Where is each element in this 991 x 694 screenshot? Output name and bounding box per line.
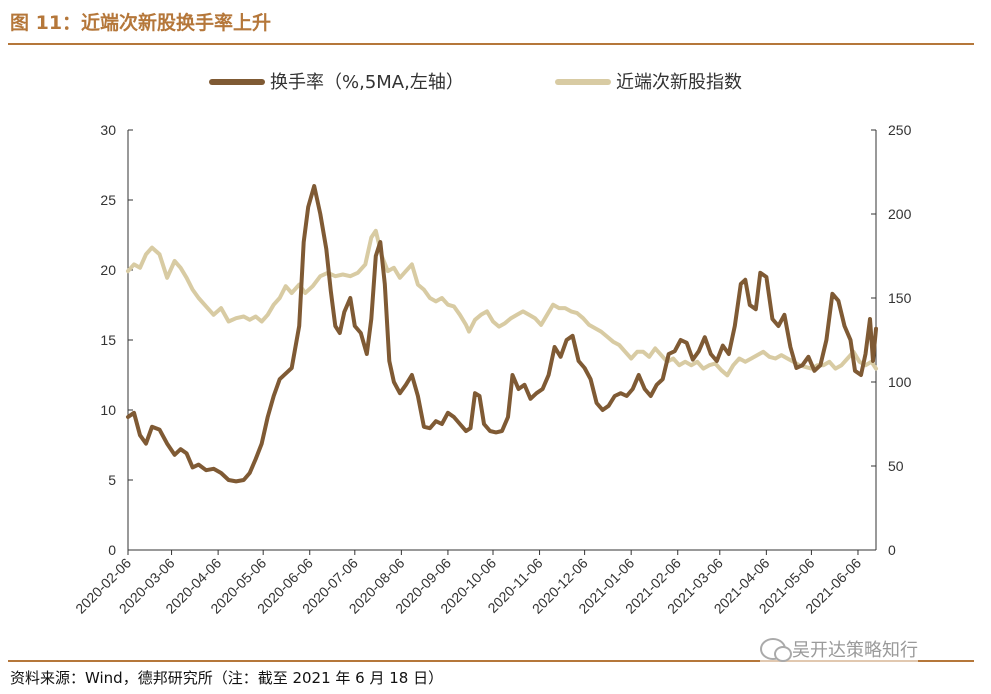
figure-title: 图 11：近端次新股换手率上升 — [10, 12, 272, 34]
series-lines — [126, 184, 878, 484]
legend-label-index: 近端次新股指数 — [616, 72, 742, 93]
top-rule — [8, 43, 974, 45]
y-right-tick-label: 100 — [888, 374, 912, 390]
source-note: 资料来源：Wind，德邦研究所（注：截至 2021 年 6 月 18 日） — [10, 669, 444, 687]
legend-label-turnover: 换手率（%,5MA,左轴） — [270, 72, 464, 93]
y-right-tick-label: 250 — [888, 122, 912, 138]
y-left-tick-label: 0 — [108, 542, 116, 558]
y-left-tick-label: 15 — [100, 332, 116, 348]
y-left-tick-label: 5 — [108, 472, 116, 488]
y-left-tick-label: 10 — [100, 402, 116, 418]
y-right-tick-label: 200 — [888, 206, 912, 222]
watermark-text: 吴开达策略知行 — [792, 640, 918, 661]
bottom-rule — [8, 660, 974, 662]
y-right-tick-label: 50 — [888, 458, 904, 474]
series-line-turnover — [126, 184, 878, 484]
axes: 0510152025300501001502002502020-02-06202… — [72, 122, 911, 617]
series-line-index — [126, 228, 878, 378]
watermark: 吴开达策略知行 — [760, 636, 918, 662]
legend: 换手率（%,5MA,左轴） 近端次新股指数 — [209, 72, 742, 93]
y-right-tick-label: 0 — [888, 542, 896, 558]
y-left-tick-label: 30 — [100, 122, 116, 138]
y-right-tick-label: 150 — [888, 290, 912, 306]
y-left-tick-label: 20 — [100, 262, 116, 278]
turnover-index-chart: 换手率（%,5MA,左轴） 近端次新股指数 0 5 10 15 20 25 30 0 50 100… — [72, 72, 911, 617]
y-left-tick-label: 25 — [100, 192, 116, 208]
wechat-icon — [760, 638, 792, 662]
